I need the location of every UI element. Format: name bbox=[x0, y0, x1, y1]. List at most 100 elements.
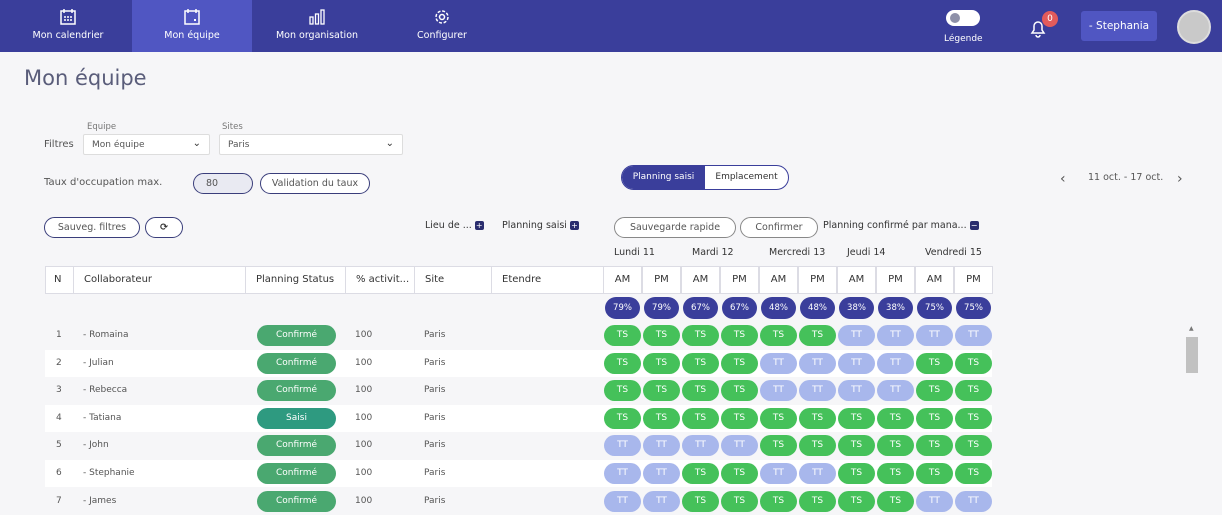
slot-chip[interactable]: TT bbox=[916, 325, 953, 346]
user-button[interactable]: - Stephania bbox=[1081, 11, 1157, 41]
slot-chip[interactable]: TS bbox=[838, 490, 875, 512]
slot-chip[interactable]: TS bbox=[877, 463, 914, 484]
slot-chip[interactable]: TS bbox=[877, 435, 914, 457]
slot-chip[interactable]: TT bbox=[838, 380, 875, 402]
column-header[interactable]: % activit... bbox=[345, 266, 415, 294]
table-row[interactable]: 3 - Rebecca Confirmé 100 Paris TS TS TS TS TT… bbox=[45, 377, 992, 404]
team-select[interactable]: Mon équipe ⌄ bbox=[83, 134, 210, 155]
legend-toggle[interactable] bbox=[946, 10, 980, 26]
slot-chip[interactable]: TT bbox=[799, 463, 836, 484]
planning-saisi-toggle[interactable]: Planning saisi bbox=[622, 166, 705, 189]
slot-chip[interactable]: TS bbox=[955, 435, 992, 457]
slot-chip[interactable]: TT bbox=[643, 435, 680, 457]
collaborator-name[interactable]: - Julian bbox=[83, 357, 114, 368]
slot-chip[interactable]: TT bbox=[682, 435, 719, 457]
table-row[interactable]: 6 - Stephanie Confirmé 100 Paris TT TT TS TS… bbox=[45, 460, 992, 487]
slot-chip[interactable]: TS bbox=[643, 380, 680, 402]
slot-chip[interactable]: TS bbox=[721, 407, 758, 429]
slot-chip[interactable]: TT bbox=[955, 325, 992, 346]
slot-chip[interactable]: TT bbox=[838, 325, 875, 346]
confirm-button[interactable]: Confirmer bbox=[740, 217, 818, 238]
slot-chip[interactable]: TT bbox=[760, 463, 797, 484]
prev-week-icon[interactable]: ‹ bbox=[1060, 171, 1066, 187]
column-header[interactable]: Etendre bbox=[491, 266, 604, 294]
tab-mon-calendrier[interactable]: Mon calendrier bbox=[8, 0, 128, 52]
table-row[interactable]: 4 - Tatiana Saisi 100 Paris TS TS TS TS TS TS T… bbox=[45, 404, 992, 432]
next-week-icon[interactable]: › bbox=[1177, 171, 1183, 187]
slot-chip[interactable]: TS bbox=[955, 463, 992, 484]
slot-chip[interactable]: TS bbox=[799, 325, 836, 346]
slot-chip[interactable]: TS bbox=[721, 380, 758, 402]
slot-chip[interactable]: TS bbox=[955, 407, 992, 429]
slot-chip[interactable]: TS bbox=[838, 435, 875, 457]
slot-chip[interactable]: TS bbox=[760, 490, 797, 512]
slot-chip[interactable]: TS bbox=[916, 352, 953, 374]
slot-chip[interactable]: TT bbox=[799, 380, 836, 402]
slot-chip[interactable]: TS bbox=[721, 463, 758, 484]
slot-chip[interactable]: TS bbox=[643, 325, 680, 346]
slot-chip[interactable]: TT bbox=[955, 490, 992, 512]
slot-chip[interactable]: TT bbox=[643, 463, 680, 484]
table-row[interactable]: 5 - John Confirmé 100 Paris TT TT TT TT TS TS T… bbox=[45, 432, 992, 459]
slot-chip[interactable]: TS bbox=[721, 490, 758, 512]
slot-chip[interactable]: TS bbox=[604, 380, 641, 402]
confirmed-by-collapse[interactable]: Planning confirmé par mana... − bbox=[823, 220, 979, 231]
occupancy-input[interactable]: 80 bbox=[193, 173, 253, 194]
slot-chip[interactable]: TS bbox=[799, 407, 836, 429]
slot-chip[interactable]: TT bbox=[604, 463, 641, 484]
slot-chip[interactable]: TS bbox=[643, 352, 680, 374]
slot-chip[interactable]: TT bbox=[838, 352, 875, 374]
collaborator-name[interactable]: - James bbox=[83, 495, 117, 506]
scrollbar-thumb[interactable] bbox=[1186, 337, 1198, 373]
slot-chip[interactable]: TS bbox=[916, 407, 953, 429]
tab-mon-equipe[interactable]: Mon équipe bbox=[132, 0, 252, 52]
refresh-button[interactable]: ⟳ bbox=[145, 217, 183, 238]
slot-chip[interactable]: TS bbox=[682, 325, 719, 346]
slot-chip[interactable]: TT bbox=[760, 380, 797, 402]
collaborator-name[interactable]: - Rebecca bbox=[83, 385, 128, 396]
slot-chip[interactable]: TS bbox=[799, 490, 836, 512]
slot-chip[interactable]: TS bbox=[604, 325, 641, 346]
slot-chip[interactable]: TT bbox=[721, 435, 758, 457]
planning-saisi-expand[interactable]: Planning saisi + bbox=[502, 220, 579, 231]
quick-save-button[interactable]: Sauvegarde rapide bbox=[614, 217, 736, 238]
slot-chip[interactable]: TT bbox=[643, 490, 680, 512]
table-row[interactable]: 1 - Romaina Confirmé 100 Paris TS TS TS TS TS… bbox=[45, 322, 992, 349]
scrollbar[interactable]: ▲ bbox=[1186, 325, 1198, 515]
slot-chip[interactable]: TS bbox=[838, 407, 875, 429]
slot-chip[interactable]: TT bbox=[799, 352, 836, 374]
slot-chip[interactable]: TS bbox=[604, 352, 641, 374]
table-row[interactable]: 7 - James Confirmé 100 Paris TT TT TS TS TS TS… bbox=[45, 488, 992, 515]
lieu-expand[interactable]: Lieu de ... + bbox=[425, 220, 484, 231]
collaborator-name[interactable]: - Tatiana bbox=[83, 412, 122, 423]
slot-chip[interactable]: TS bbox=[838, 463, 875, 484]
slot-chip[interactable]: TS bbox=[916, 463, 953, 484]
collaborator-name[interactable]: - John bbox=[83, 440, 109, 451]
slot-chip[interactable]: TS bbox=[955, 352, 992, 374]
slot-chip[interactable]: TS bbox=[760, 325, 797, 346]
column-header[interactable]: Collaborateur bbox=[73, 266, 246, 294]
slot-chip[interactable]: TT bbox=[877, 352, 914, 374]
slot-chip[interactable]: TS bbox=[682, 407, 719, 429]
column-header[interactable]: N bbox=[45, 266, 74, 294]
emplacement-toggle[interactable]: Emplacement bbox=[715, 172, 778, 182]
slot-chip[interactable]: TS bbox=[682, 463, 719, 484]
sites-select[interactable]: Paris ⌄ bbox=[219, 134, 403, 155]
slot-chip[interactable]: TS bbox=[877, 490, 914, 512]
column-header[interactable]: Site bbox=[414, 266, 492, 294]
slot-chip[interactable]: TS bbox=[877, 407, 914, 429]
tab-mon-organisation[interactable]: Mon organisation bbox=[256, 0, 378, 52]
slot-chip[interactable]: TT bbox=[604, 435, 641, 457]
slot-chip[interactable]: TS bbox=[916, 435, 953, 457]
collaborator-name[interactable]: - Stephanie bbox=[83, 468, 135, 478]
validate-rate-button[interactable]: Validation du taux bbox=[260, 173, 370, 194]
slot-chip[interactable]: TS bbox=[721, 352, 758, 374]
slot-chip[interactable]: TS bbox=[955, 380, 992, 402]
notification-bell-icon[interactable] bbox=[1029, 18, 1047, 41]
slot-chip[interactable]: TS bbox=[760, 407, 797, 429]
column-header[interactable]: Planning Status bbox=[245, 266, 346, 294]
tab-configurer[interactable]: Configurer bbox=[382, 0, 502, 52]
save-filters-button[interactable]: Sauveg. filtres bbox=[44, 217, 140, 238]
slot-chip[interactable]: TS bbox=[682, 380, 719, 402]
slot-chip[interactable]: TS bbox=[916, 380, 953, 402]
